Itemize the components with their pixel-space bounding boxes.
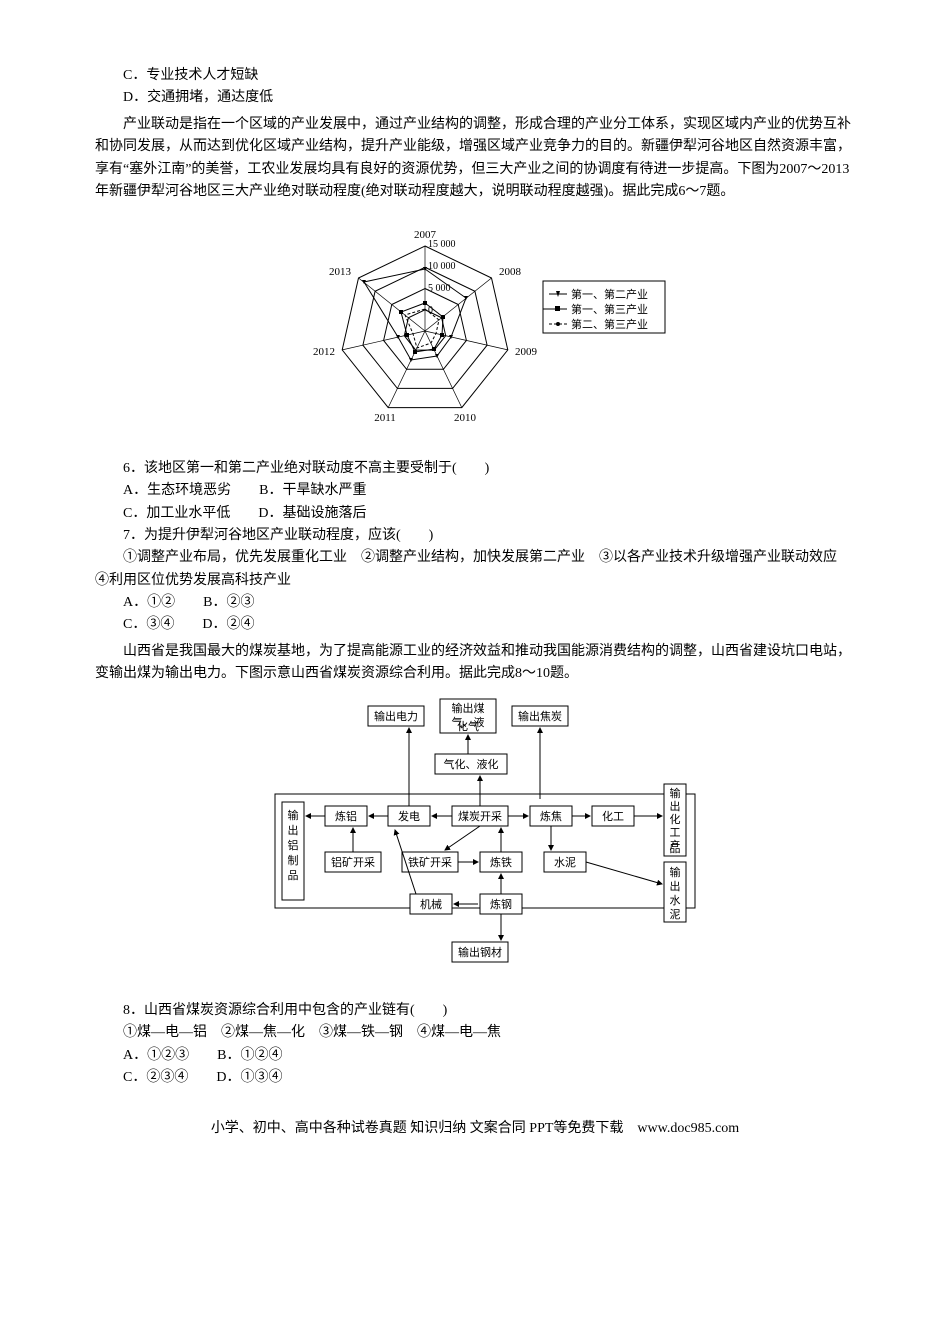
q6-opts-row2: C．加工业水平低 D．基础设施落后 bbox=[95, 503, 855, 525]
flow-node: 化工 bbox=[602, 809, 624, 823]
svg-text:输出煤: 输出煤 bbox=[452, 701, 485, 715]
year-label: 2010 bbox=[454, 412, 477, 424]
svg-text:化: 化 bbox=[670, 812, 681, 826]
svg-text:输: 输 bbox=[670, 786, 681, 800]
flow-node: 输出电力 bbox=[374, 709, 418, 723]
svg-text:出: 出 bbox=[288, 823, 299, 837]
flow-node: 煤炭开采 bbox=[458, 810, 502, 823]
flow-chart: 输出煤 气、液 输出电力 输出焦炭 气化、液化 输 出 铝 制 品 炼铝 bbox=[95, 694, 855, 992]
flow-node: 输出焦炭 bbox=[518, 709, 562, 723]
svg-text:铝: 铝 bbox=[288, 838, 299, 852]
svg-text:出: 出 bbox=[670, 799, 681, 813]
q8-opts-row2: C．②③④ D．①③④ bbox=[95, 1067, 855, 1089]
passage-1: 产业联动是指在一个区域的产业发展中，通过产业结构的调整，形成合理的产业分工体系，… bbox=[95, 114, 855, 204]
svg-text:化气: 化气 bbox=[457, 719, 479, 733]
legend-item: 第二、第三产业 bbox=[571, 317, 648, 331]
svg-text:制: 制 bbox=[288, 854, 299, 867]
q7-opts-row2: C．③④ D．②④ bbox=[95, 614, 855, 636]
svg-text:水: 水 bbox=[670, 894, 681, 907]
flow-node: 炼钢 bbox=[490, 897, 512, 911]
year-label: 2012 bbox=[313, 346, 335, 358]
svg-text:输: 输 bbox=[670, 865, 681, 879]
q7-stem: 7．为提升伊犁河谷地区产业联动程度，应该( ) bbox=[95, 525, 855, 547]
flow-node: 机械 bbox=[420, 897, 442, 911]
year-label: 2011 bbox=[374, 412, 396, 424]
flow-node: 气化、液化 bbox=[444, 757, 499, 771]
flow-node: 水泥 bbox=[554, 856, 576, 869]
radar-chart: 15 000 10 000 5 000 0 2007 2008 2009 201… bbox=[95, 211, 855, 449]
flow-node: 发电 bbox=[398, 809, 420, 823]
q8-sub: ①煤—电—铝 ②煤—焦—化 ③煤—铁—钢 ④煤—电—焦 bbox=[95, 1022, 855, 1044]
legend-item: 第一、第三产业 bbox=[571, 302, 648, 316]
option-c: C．专业技术人才短缺 bbox=[95, 65, 855, 87]
legend-item: 第一、第二产业 bbox=[571, 287, 648, 301]
ring-label: 0 bbox=[428, 305, 433, 316]
year-label: 2013 bbox=[329, 266, 352, 278]
ring-label: 10 000 bbox=[428, 261, 456, 272]
ring-label: 5 000 bbox=[428, 283, 451, 294]
flow-node: 输 bbox=[288, 808, 299, 822]
svg-text:泥: 泥 bbox=[670, 908, 681, 921]
option-d: D．交通拥堵，通达度低 bbox=[95, 87, 855, 109]
flow-node: 铁矿开采 bbox=[408, 856, 452, 869]
q6-opts-row1: A．生态环境恶劣 B．干旱缺水严重 bbox=[95, 480, 855, 502]
flow-node: 炼焦 bbox=[540, 809, 562, 823]
q7-sub: ①调整产业布局，优先发展重化工业 ②调整产业结构，加快发展第二产业 ③以各产业技… bbox=[95, 547, 855, 592]
year-label: 2008 bbox=[499, 266, 522, 278]
q8-opts-row1: A．①②③ B．①②④ bbox=[95, 1045, 855, 1067]
flow-node: 输出钢材 bbox=[458, 945, 502, 959]
year-label: 2009 bbox=[515, 346, 538, 358]
year-label: 2007 bbox=[414, 229, 437, 241]
flow-node: 铝矿开采 bbox=[331, 855, 375, 869]
q8-stem: 8．山西省煤炭资源综合利用中包含的产业链有( ) bbox=[95, 1000, 855, 1022]
page-footer: 小学、初中、高中各种试卷真题 知识归纳 文案合同 PPT等免费下载 www.do… bbox=[95, 1118, 855, 1140]
flow-node: 炼铁 bbox=[490, 855, 512, 869]
q7-opts-row1: A．①② B．②③ bbox=[95, 592, 855, 614]
svg-text:出: 出 bbox=[670, 879, 681, 893]
flow-node: 炼铝 bbox=[335, 809, 357, 823]
svg-text:工: 工 bbox=[670, 827, 681, 839]
passage-2: 山西省是我国最大的煤炭基地，为了提高能源工业的经济效益和推动我国能源消费结构的调… bbox=[95, 641, 855, 686]
svg-text:品: 品 bbox=[288, 869, 299, 882]
q6-stem: 6．该地区第一和第二产业绝对联动度不高主要受制于( ) bbox=[95, 458, 855, 480]
svg-text:品: 品 bbox=[670, 842, 681, 855]
